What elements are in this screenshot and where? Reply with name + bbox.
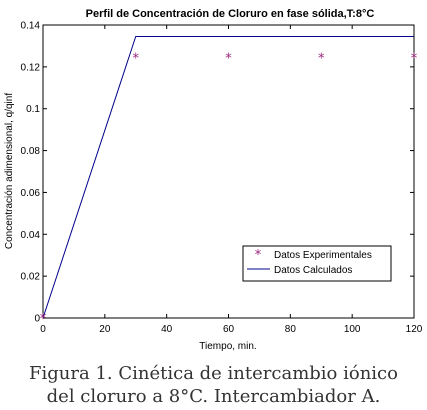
legend-label-calculated: Datos Calculados	[274, 265, 352, 276]
x-axis: 0 20 40 60 80 100 120	[40, 25, 423, 335]
legend-box	[242, 245, 392, 282]
x-tick-label: 120	[406, 324, 423, 335]
y-tick-label: 0.06	[21, 188, 41, 199]
plot-series: * * * * *	[40, 36, 418, 327]
chart: Perfil de Concentración de Cloruro en fa…	[4, 8, 423, 352]
y-tick-label: 0.1	[26, 104, 40, 115]
chart-title: Perfil de Concentración de Cloruro en fa…	[86, 8, 375, 20]
figure-caption-line-2: del cloruro a 8°C. Intercambiador A.	[46, 386, 381, 407]
y-axis: 0 0.02 0.04 0.06 0.08 0.1 0.12 0.14	[21, 21, 414, 325]
experimental-data-point: *	[225, 51, 232, 66]
x-tick-label: 20	[99, 324, 111, 335]
y-tick-label: 0.02	[21, 272, 41, 283]
figure-caption-line-1: Figura 1. Cinética de intercambio iónico	[29, 363, 398, 384]
x-tick-label: 60	[223, 324, 235, 335]
x-tick-label: 0	[40, 324, 46, 335]
x-axis-label: Tiempo, min.	[199, 341, 256, 352]
y-tick-label: 0.12	[21, 62, 41, 73]
x-tick-label: 100	[344, 324, 361, 335]
legend-label-experimental: Datos Experimentales	[274, 250, 372, 261]
x-tick-label: 80	[285, 324, 297, 335]
y-tick-label: 0	[34, 314, 40, 325]
experimental-data-point: *	[411, 51, 418, 66]
y-tick-label: 0.08	[21, 146, 41, 157]
experimental-data-point: *	[318, 51, 325, 66]
experimental-data-point: *	[133, 51, 140, 66]
y-tick-label: 0.04	[21, 230, 41, 241]
y-axis-label: Concentración adimensional, q/qinf	[4, 93, 15, 249]
calculated-data-line	[42, 36, 414, 319]
y-tick-label: 0.14	[21, 21, 41, 32]
legend-marker-experimental: *	[255, 248, 262, 263]
experimental-data-point: *	[40, 312, 47, 327]
x-tick-label: 40	[161, 324, 173, 335]
legend: * Datos Experimentales Datos Calculados	[242, 245, 392, 282]
